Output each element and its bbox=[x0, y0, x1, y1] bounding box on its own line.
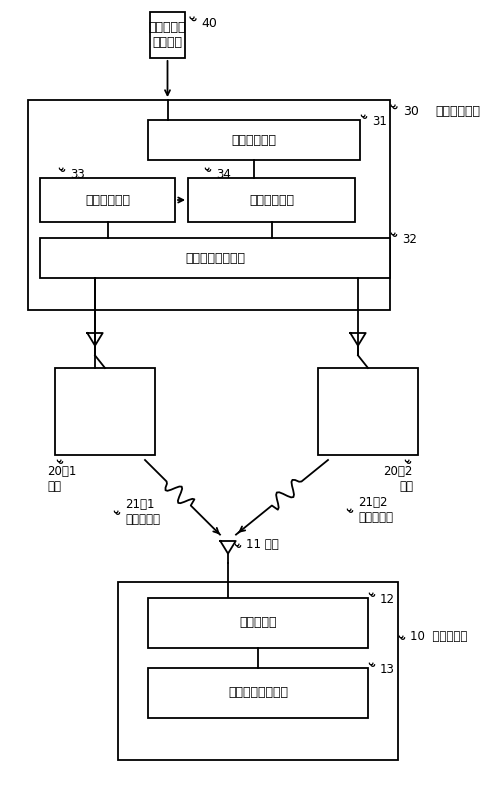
Text: 无线电单元: 无线电单元 bbox=[240, 617, 277, 630]
Bar bbox=[40, 178, 175, 222]
Text: 33: 33 bbox=[70, 168, 85, 181]
Bar bbox=[148, 120, 360, 160]
Bar bbox=[148, 598, 368, 648]
Text: 移动无线电
交换中心: 移动无线电 交换中心 bbox=[149, 21, 186, 49]
Text: 31: 31 bbox=[372, 115, 387, 128]
Text: 12: 12 bbox=[380, 593, 395, 606]
Text: 21－2
无线电信道: 21－2 无线电信道 bbox=[358, 496, 393, 524]
Text: 34: 34 bbox=[216, 168, 231, 181]
Text: 时间测量单元: 时间测量单元 bbox=[85, 194, 130, 206]
Text: 32: 32 bbox=[402, 233, 417, 246]
Text: 30: 30 bbox=[403, 105, 419, 118]
Text: 帧发送和接收单元: 帧发送和接收单元 bbox=[228, 686, 288, 699]
Bar bbox=[188, 178, 355, 222]
Bar bbox=[148, 668, 368, 718]
Text: 10  无线电终端: 10 无线电终端 bbox=[410, 630, 468, 643]
Bar bbox=[40, 238, 390, 278]
Text: 高层通信单元: 高层通信单元 bbox=[232, 134, 276, 146]
Bar bbox=[118, 582, 398, 760]
Text: 基站控制装备: 基站控制装备 bbox=[435, 105, 480, 118]
Text: 路径选择单元: 路径选择单元 bbox=[249, 194, 294, 206]
Text: 20－2
基站: 20－2 基站 bbox=[384, 465, 413, 493]
Text: 13: 13 bbox=[380, 663, 395, 676]
Text: 11 天线: 11 天线 bbox=[246, 538, 279, 551]
Text: 帧发送和接收单元: 帧发送和接收单元 bbox=[185, 251, 245, 265]
Bar bbox=[28, 100, 390, 310]
Bar bbox=[318, 368, 418, 455]
Bar bbox=[55, 368, 155, 455]
Text: 21－1
无线电信道: 21－1 无线电信道 bbox=[125, 498, 160, 526]
Bar bbox=[150, 12, 185, 58]
Text: 20－1
基站: 20－1 基站 bbox=[47, 465, 76, 493]
Text: 40: 40 bbox=[201, 17, 217, 30]
